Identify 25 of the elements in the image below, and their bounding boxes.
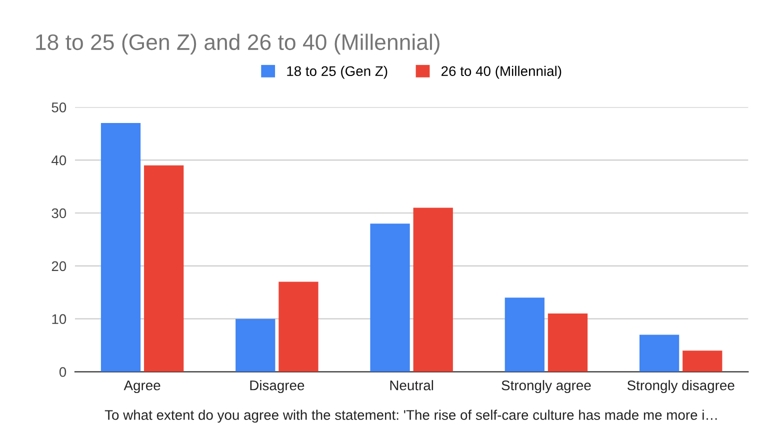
y-tick-label: 20 [52, 261, 66, 272]
y-tick-label: 40 [52, 155, 66, 166]
bar [100, 123, 141, 372]
y-tick-label: 50 [52, 102, 66, 112]
x-tick-label: Agree [124, 380, 160, 394]
y-tick-label: 10 [52, 314, 66, 324]
bar [504, 298, 544, 372]
bar [370, 224, 410, 372]
x-tick-label: Neutral [390, 380, 434, 390]
bar [639, 334, 680, 372]
bar [413, 208, 453, 372]
y-tick-label: 0 [59, 367, 66, 377]
chart-title: 18 to 25 (Gen Z) and 26 to 40 (Millennial) [36, 34, 440, 54]
bar [144, 165, 184, 372]
bar [548, 314, 588, 372]
bar [682, 350, 722, 372]
bar [236, 318, 276, 372]
x-tick-label: Strongly disagree [627, 380, 734, 394]
x-tick-label: Disagree [250, 380, 304, 394]
x-tick-label: Strongly agree [502, 380, 591, 394]
legend-label: 18 to 25 (Gen Z) [287, 66, 388, 79]
legend-label: 26 to 40 (Millennial) [442, 66, 562, 79]
x-axis-title: To what extent do you agree with the statement: 'The rise of self-care culture has made me more i… [104, 410, 717, 423]
bar [278, 282, 318, 372]
y-tick-label: 30 [52, 208, 66, 218]
